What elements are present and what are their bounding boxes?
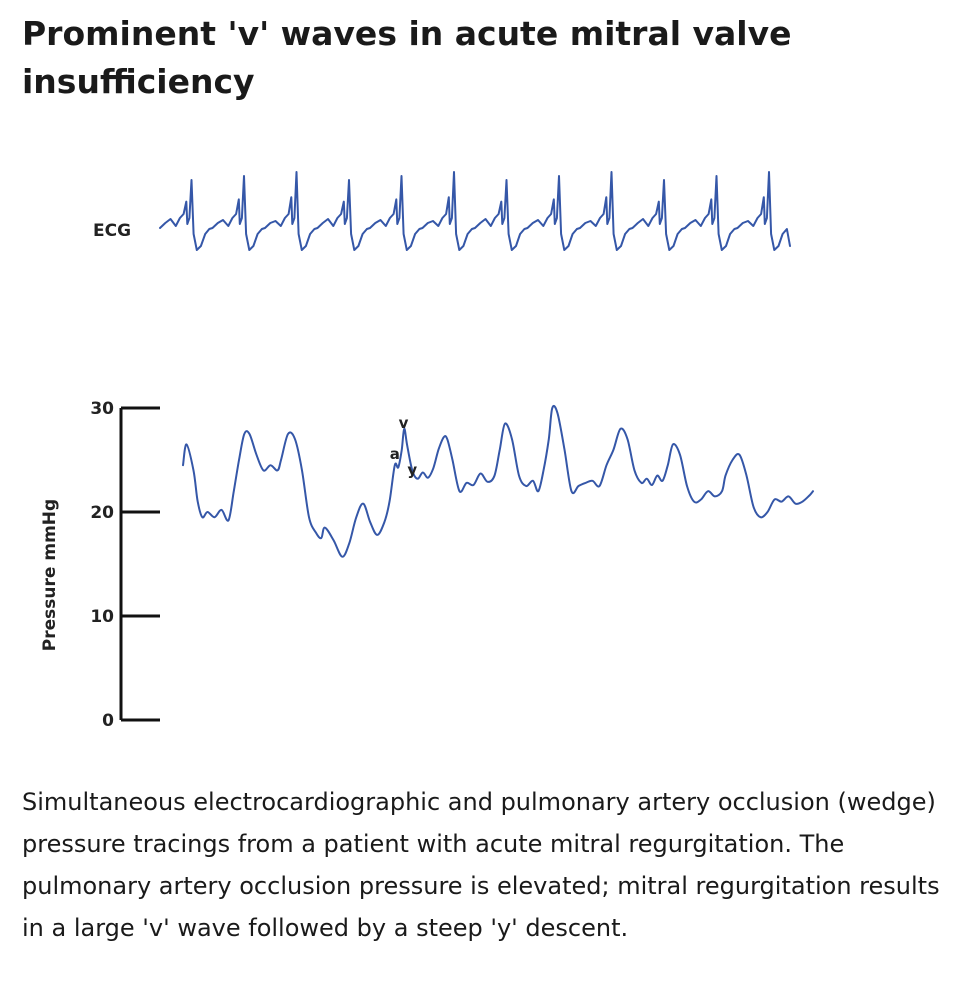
annotation-a: a (390, 445, 400, 463)
figure-caption: Simultaneous electrocardiographic and pu… (22, 788, 940, 942)
y-tick-label-0: 0 (102, 711, 114, 731)
y-axis-label: Pressure mmHg (40, 499, 60, 651)
page-title: Prominent 'v' waves in acute mitral valv… (22, 14, 792, 101)
annotation-v: v (399, 414, 409, 432)
y-tick-label-10: 10 (90, 607, 114, 627)
wave-annotations: av y (390, 414, 418, 479)
y-tick-label-20: 20 (90, 503, 114, 523)
pressure-panel: Pressure mmHg 0 10 20 30 av y (40, 399, 814, 731)
ecg-trace (159, 171, 791, 251)
ecg-panel: ECG (93, 171, 791, 251)
pressure-trace (182, 404, 814, 558)
figure: ECG Pressure mmHg 0 10 20 30 av y (40, 171, 814, 731)
y-tick-label-30: 30 (90, 399, 114, 419)
annotation-y: y (407, 461, 417, 479)
y-ticks: 0 10 20 30 (90, 399, 160, 731)
ecg-label: ECG (93, 221, 131, 241)
